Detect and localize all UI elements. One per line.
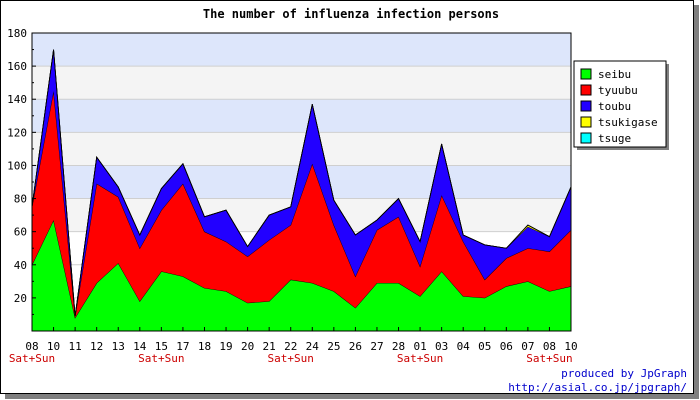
legend-label-seibu: seibu [598, 68, 631, 81]
x-tick-label: 24 [306, 340, 320, 353]
credit-line-1: produced by JpGraph [561, 367, 687, 380]
legend-swatch-toubu [580, 100, 592, 112]
x-tick-label: 01 [413, 340, 426, 353]
x-tick-label: 27 [370, 340, 383, 353]
y-tick-label: 100 [7, 159, 27, 172]
x-tick-label: 10 [564, 340, 577, 353]
weekend-label: Sat+Sun [138, 352, 184, 365]
grid-band [32, 33, 571, 67]
x-tick-label: 08 [25, 340, 38, 353]
legend: seibu tyuubu toubu tsukigase tsuge [573, 60, 669, 150]
x-tick-label: 14 [133, 340, 147, 353]
chart-canvas: The number of influenza infection person… [7, 7, 669, 365]
y-tick-label: 160 [7, 60, 27, 73]
plot-background [32, 33, 571, 331]
legend-label-tyuubu: tyuubu [598, 84, 638, 97]
x-tick-label: 07 [521, 340, 534, 353]
chart-title: The number of influenza infection person… [203, 7, 499, 21]
area-line-tsuge [31, 49, 572, 317]
weekend-label: Sat+Sun [9, 352, 55, 365]
axes [31, 32, 572, 332]
legend-swatch-tsukigase [580, 116, 592, 128]
y-tick-label: 120 [7, 126, 27, 139]
y-tick-label: 140 [7, 93, 27, 106]
x-tick-label: 04 [457, 340, 471, 353]
x-tick-label: 25 [327, 340, 340, 353]
y-tick-label: 60 [14, 226, 27, 239]
chart-frame: The number of influenza infection person… [0, 0, 694, 394]
x-tick-label: 20 [241, 340, 254, 353]
x-tick-label: 17 [176, 340, 189, 353]
x-tick-label: 03 [435, 340, 448, 353]
x-tick-label: 28 [392, 340, 405, 353]
legend-label-tsuge: tsuge [598, 132, 631, 145]
area-seibu [32, 220, 571, 331]
weekend-label: Sat+Sun [526, 352, 572, 365]
legend-label-tsukigase: tsukigase [598, 116, 658, 129]
x-tick-label: 19 [219, 340, 232, 353]
y-tick-labels: 20 40 60 80 100 120 140 160 180 [7, 27, 27, 305]
y-tick-label: 80 [14, 193, 27, 206]
y-tick-label: 40 [14, 259, 27, 272]
area-toubu [32, 49, 571, 317]
legend-swatch-tyuubu [580, 84, 592, 96]
weekend-label: Sat+Sun [397, 352, 443, 365]
x-tick-label: 21 [263, 340, 276, 353]
y-tick-label: 180 [7, 27, 27, 40]
legend-swatch-tsuge [580, 132, 592, 144]
grid-band [32, 99, 571, 133]
legend-swatch-seibu [580, 68, 592, 80]
area-tyuubu [32, 90, 571, 318]
x-tick-label: 26 [349, 340, 362, 353]
x-tick-label: 06 [500, 340, 513, 353]
x-tick-label: 08 [543, 340, 556, 353]
grid-band [32, 66, 571, 100]
credit-line-2: http://asial.co.jp/jpgraph/ [508, 381, 687, 394]
area-series-group [31, 49, 572, 331]
x-tick-label: 10 [47, 340, 60, 353]
x-tick-label: 05 [478, 340, 491, 353]
x-tick-label: 15 [155, 340, 168, 353]
x-tick-label: 12 [90, 340, 103, 353]
weekend-label: Sat+Sun [268, 352, 314, 365]
weekend-labels: Sat+Sun Sat+Sun Sat+Sun Sat+Sun Sat+Sun [9, 352, 573, 365]
x-tick-label: 22 [284, 340, 297, 353]
x-tick-label: 11 [68, 340, 81, 353]
x-tick-label: 18 [198, 340, 211, 353]
x-tick-labels: 08 10 11 12 13 14 15 17 18 19 20 21 22 24 25 26 27 28 01 03… [25, 340, 577, 353]
y-tick-label: 20 [14, 292, 27, 305]
x-tick-label: 13 [112, 340, 125, 353]
legend-label-toubu: toubu [598, 100, 631, 113]
